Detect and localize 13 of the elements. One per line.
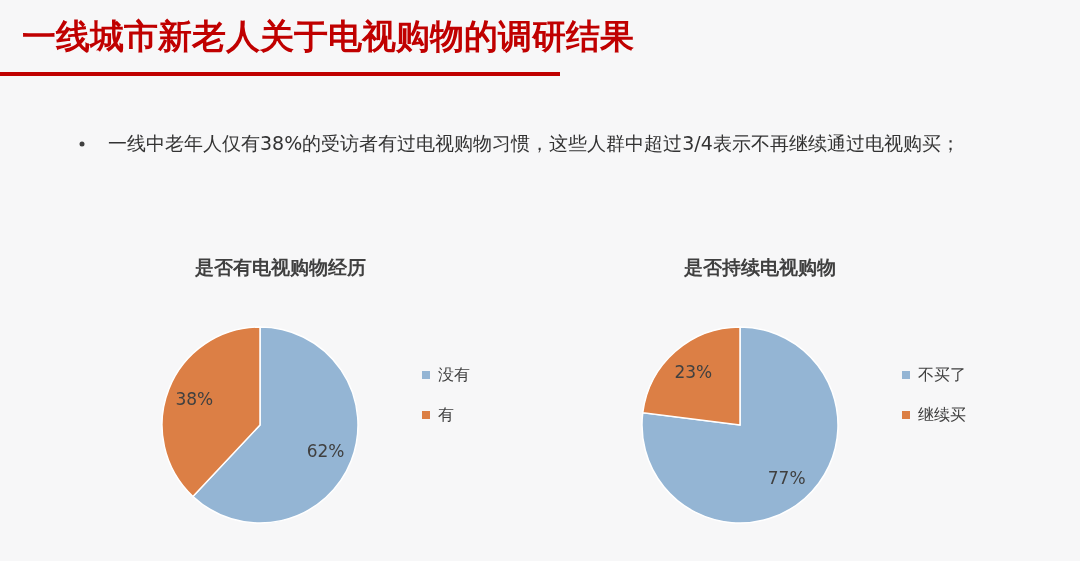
data-label: 23% bbox=[674, 362, 713, 383]
legend-label: 没有 bbox=[438, 365, 470, 384]
data-label: 77% bbox=[767, 467, 806, 488]
legend-label: 有 bbox=[438, 405, 454, 424]
text: 一线中老年人仅有38%的受访者有过电视购物习惯，这些人群中超过3/4表示不再继续通过电视购买； bbox=[108, 131, 961, 156]
data-label: 38% bbox=[175, 389, 214, 410]
legend-label: 继续买 bbox=[918, 405, 966, 424]
text: 一线城市新老人关于电视购物的调研结果 bbox=[22, 15, 634, 58]
chart-title: 是否持续电视购物 bbox=[683, 256, 836, 278]
chart-title: 是否有电视购物经历 bbox=[193, 256, 366, 278]
pie-slice bbox=[641, 326, 839, 524]
data-label: 62% bbox=[306, 440, 345, 461]
legend-label: 不买了 bbox=[918, 365, 966, 384]
